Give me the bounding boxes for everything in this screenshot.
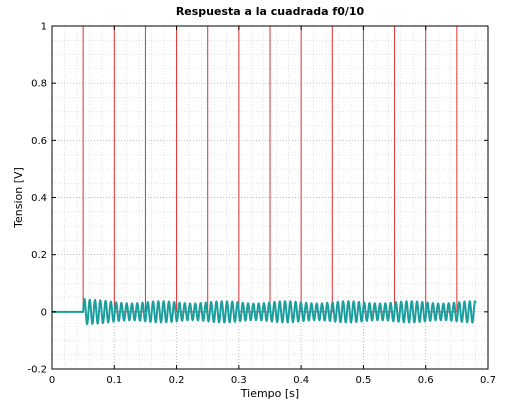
x-tick-label: 0.2 xyxy=(169,375,185,386)
x-tick-label: 0.1 xyxy=(106,375,122,386)
x-tick-label: 0 xyxy=(49,375,55,386)
x-axis-label: Tiempo [s] xyxy=(240,387,299,400)
x-tick-label: 0.4 xyxy=(293,375,309,386)
x-tick-label: 0.3 xyxy=(231,375,247,386)
y-tick-label: 0 xyxy=(41,307,47,318)
chart-title: Respuesta a la cuadrada f0/10 xyxy=(176,5,365,18)
y-axis-label: Tension [V] xyxy=(12,167,25,229)
series-layer xyxy=(52,25,477,326)
x-tick-label: 0.7 xyxy=(480,375,496,386)
y-tick-label: 0.6 xyxy=(31,136,47,147)
y-tick-label: 0.4 xyxy=(31,193,47,204)
x-tick-label: 0.5 xyxy=(355,375,371,386)
y-tick-label: 0.8 xyxy=(31,79,47,90)
y-tick-label: -0.2 xyxy=(27,365,47,376)
y-tick-label: 0.2 xyxy=(31,250,47,261)
y-tick-label: 1 xyxy=(41,22,47,33)
series-response-line xyxy=(52,297,477,326)
x-tick-label: 0.6 xyxy=(418,375,434,386)
tick-layer: 0 0.1 0.2 0.3 0.4 0.5 0.6 0.7-0.200.20.40.60.81 xyxy=(27,22,495,387)
